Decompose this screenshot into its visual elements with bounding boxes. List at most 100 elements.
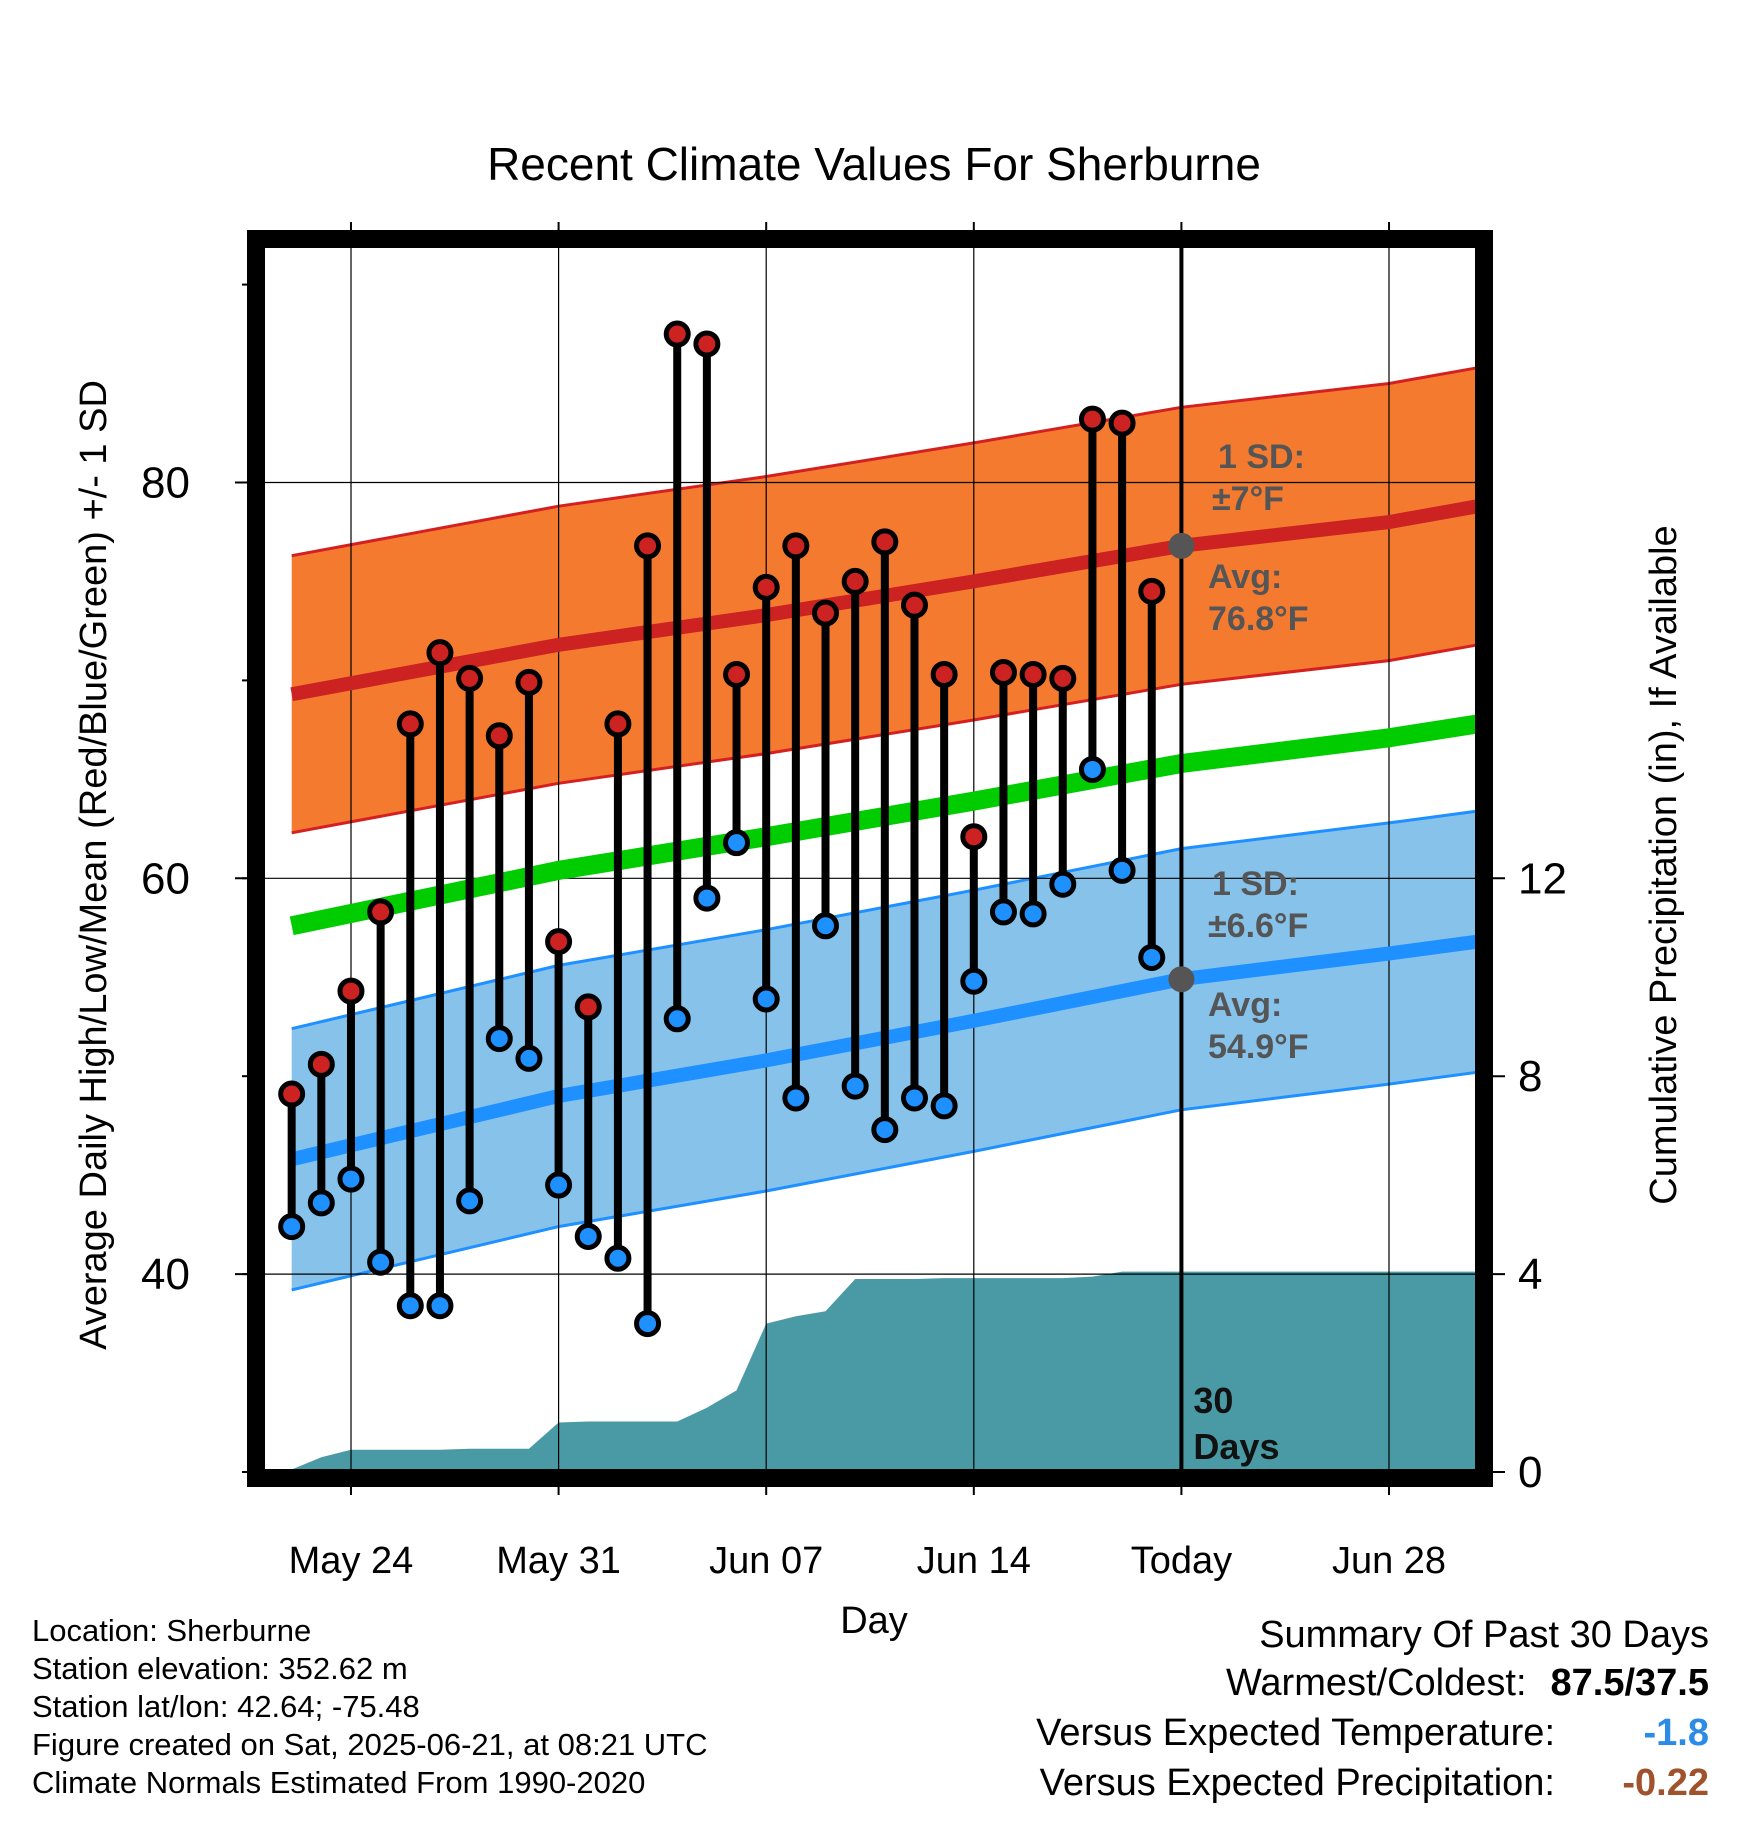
temp-label: Versus Expected Temperature:: [1036, 1712, 1555, 1754]
today-days-label: Days: [1193, 1426, 1279, 1467]
created-text: Figure created on Sat, 2025-06-21, at 08…: [32, 1727, 708, 1762]
daily-high-point: [485, 722, 513, 750]
x-tick-label: Jun 14: [917, 1540, 1031, 1582]
high-normal-line: [290, 499, 1480, 702]
daily-low-point: [693, 884, 721, 912]
warmest-label: Warmest/Coldest:: [1225, 1662, 1527, 1704]
daily-high-point: [841, 567, 869, 595]
daily-low-point: [337, 1165, 365, 1193]
precip-area-shape: [262, 1271, 1478, 1472]
latlon-text: Station lat/lon: 42.64; -75.48: [32, 1689, 420, 1724]
location-text: Location: Sherburne: [32, 1613, 312, 1648]
summary-warmest-row: Warmest/Coldest: 87.5/37.5: [1036, 1658, 1709, 1708]
x-tick-label: Today: [1131, 1540, 1232, 1582]
daily-low-point: [1138, 943, 1166, 971]
daily-low-point: [960, 967, 988, 995]
daily-high-point: [426, 639, 454, 667]
daily-low-point: [396, 1292, 424, 1320]
y-axis-label: Average Daily High/Low/Mean (Red/Blue/Gr…: [73, 380, 115, 1350]
daily-low-point: [841, 1072, 869, 1100]
summary-title: Summary Of Past 30 Days: [1259, 1614, 1709, 1656]
daily-low-point: [485, 1025, 513, 1053]
daily-low-point: [545, 1171, 573, 1199]
daily-low-point: [871, 1116, 899, 1144]
daily-high-point: [1078, 405, 1106, 433]
x-tick-label: May 31: [496, 1540, 621, 1582]
daily-low-point: [782, 1084, 810, 1112]
daily-low-point: [1108, 856, 1136, 884]
low-avg-value: 54.9°F: [1208, 1028, 1309, 1066]
daily-low-point: [1019, 900, 1047, 928]
daily-high-point: [367, 898, 395, 926]
daily-low-point: [812, 912, 840, 940]
elevation-text: Station elevation: 352.62 m: [32, 1651, 408, 1686]
daily-high-point: [1108, 409, 1136, 437]
y-tick-label: 80: [141, 458, 190, 507]
today-marker: 30 Days: [1179, 245, 1279, 1472]
x-tick-label: Jun 07: [709, 1540, 823, 1582]
daily-low-point: [307, 1189, 335, 1217]
daily-high-point: [515, 668, 543, 696]
daily-low-point: [989, 898, 1017, 926]
daily-high-point: [337, 977, 365, 1005]
daily-high-point: [989, 658, 1017, 686]
daily-temperatures: [278, 320, 1166, 1338]
y2-tick-label: 8: [1518, 1052, 1542, 1101]
daily-low-point: [663, 1005, 691, 1033]
high-sd-value: ±7°F: [1212, 480, 1284, 518]
y2-tick-label: 4: [1518, 1250, 1542, 1299]
x-tick-label: Jun 28: [1332, 1540, 1446, 1582]
precipitation-area: [262, 1271, 1478, 1472]
daily-high-point: [812, 599, 840, 627]
daily-high-point: [1049, 664, 1077, 692]
low-sd-label: 1 SD:: [1212, 865, 1299, 903]
daily-high-point: [693, 330, 721, 358]
daily-high-point: [930, 660, 958, 688]
today-avg-low-marker: [1168, 966, 1195, 993]
daily-high-point: [752, 573, 780, 601]
mean-normal-line: [289, 714, 1480, 936]
annotations: 1 SD: ±7°F Avg: 76.8°F 1 SD: ±6.6°F Avg: 54.9°F: [1168, 438, 1309, 1066]
y2-axis-label: Cumulative Precipitation (in), If Availa…: [1643, 525, 1685, 1204]
today-days-label: 30: [1193, 1380, 1233, 1421]
summary-precip-row: Versus Expected Precipitation: -0.22: [1036, 1758, 1709, 1808]
daily-high-point: [574, 993, 602, 1021]
daily-high-point: [782, 532, 810, 560]
y2-tick-label: 12: [1518, 854, 1567, 903]
daily-low-point: [367, 1248, 395, 1276]
daily-high-point: [634, 532, 662, 560]
normals-text: Climate Normals Estimated From 1990-2020: [32, 1765, 646, 1800]
today-avg-high-marker: [1168, 532, 1195, 559]
daily-high-point: [604, 710, 632, 738]
daily-high-point: [871, 528, 899, 556]
daily-high-point: [663, 320, 691, 348]
warmest-value: 87.5/37.5: [1550, 1662, 1709, 1704]
daily-high-point: [960, 823, 988, 851]
daily-high-point: [278, 1080, 306, 1108]
daily-low-point: [752, 985, 780, 1013]
precip-value: -0.22: [1622, 1762, 1709, 1804]
daily-low-point: [278, 1213, 306, 1241]
daily-high-point: [1019, 660, 1047, 688]
high-avg-value: 76.8°F: [1208, 600, 1309, 638]
daily-low-point: [723, 829, 751, 857]
daily-low-point: [634, 1310, 662, 1338]
daily-low-point: [1078, 755, 1106, 783]
plot-frame: [247, 230, 1493, 1487]
y2-tick-label: 0: [1518, 1448, 1542, 1497]
daily-low-point: [604, 1244, 632, 1272]
daily-low-point: [574, 1222, 602, 1250]
x-axis-label: Day: [840, 1600, 908, 1642]
summary-temp-row: Versus Expected Temperature: -1.8: [1036, 1708, 1709, 1758]
high-avg-label: Avg:: [1208, 558, 1282, 596]
low-avg-label: Avg:: [1208, 986, 1282, 1024]
daily-high-point: [1138, 577, 1166, 605]
daily-high-point: [900, 591, 928, 619]
daily-high-point: [456, 664, 484, 692]
daily-high-point: [396, 710, 424, 738]
low-sd-value: ±6.6°F: [1208, 907, 1308, 945]
daily-high-point: [545, 928, 573, 956]
x-tick-label: May 24: [289, 1540, 414, 1582]
daily-low-point: [900, 1084, 928, 1112]
